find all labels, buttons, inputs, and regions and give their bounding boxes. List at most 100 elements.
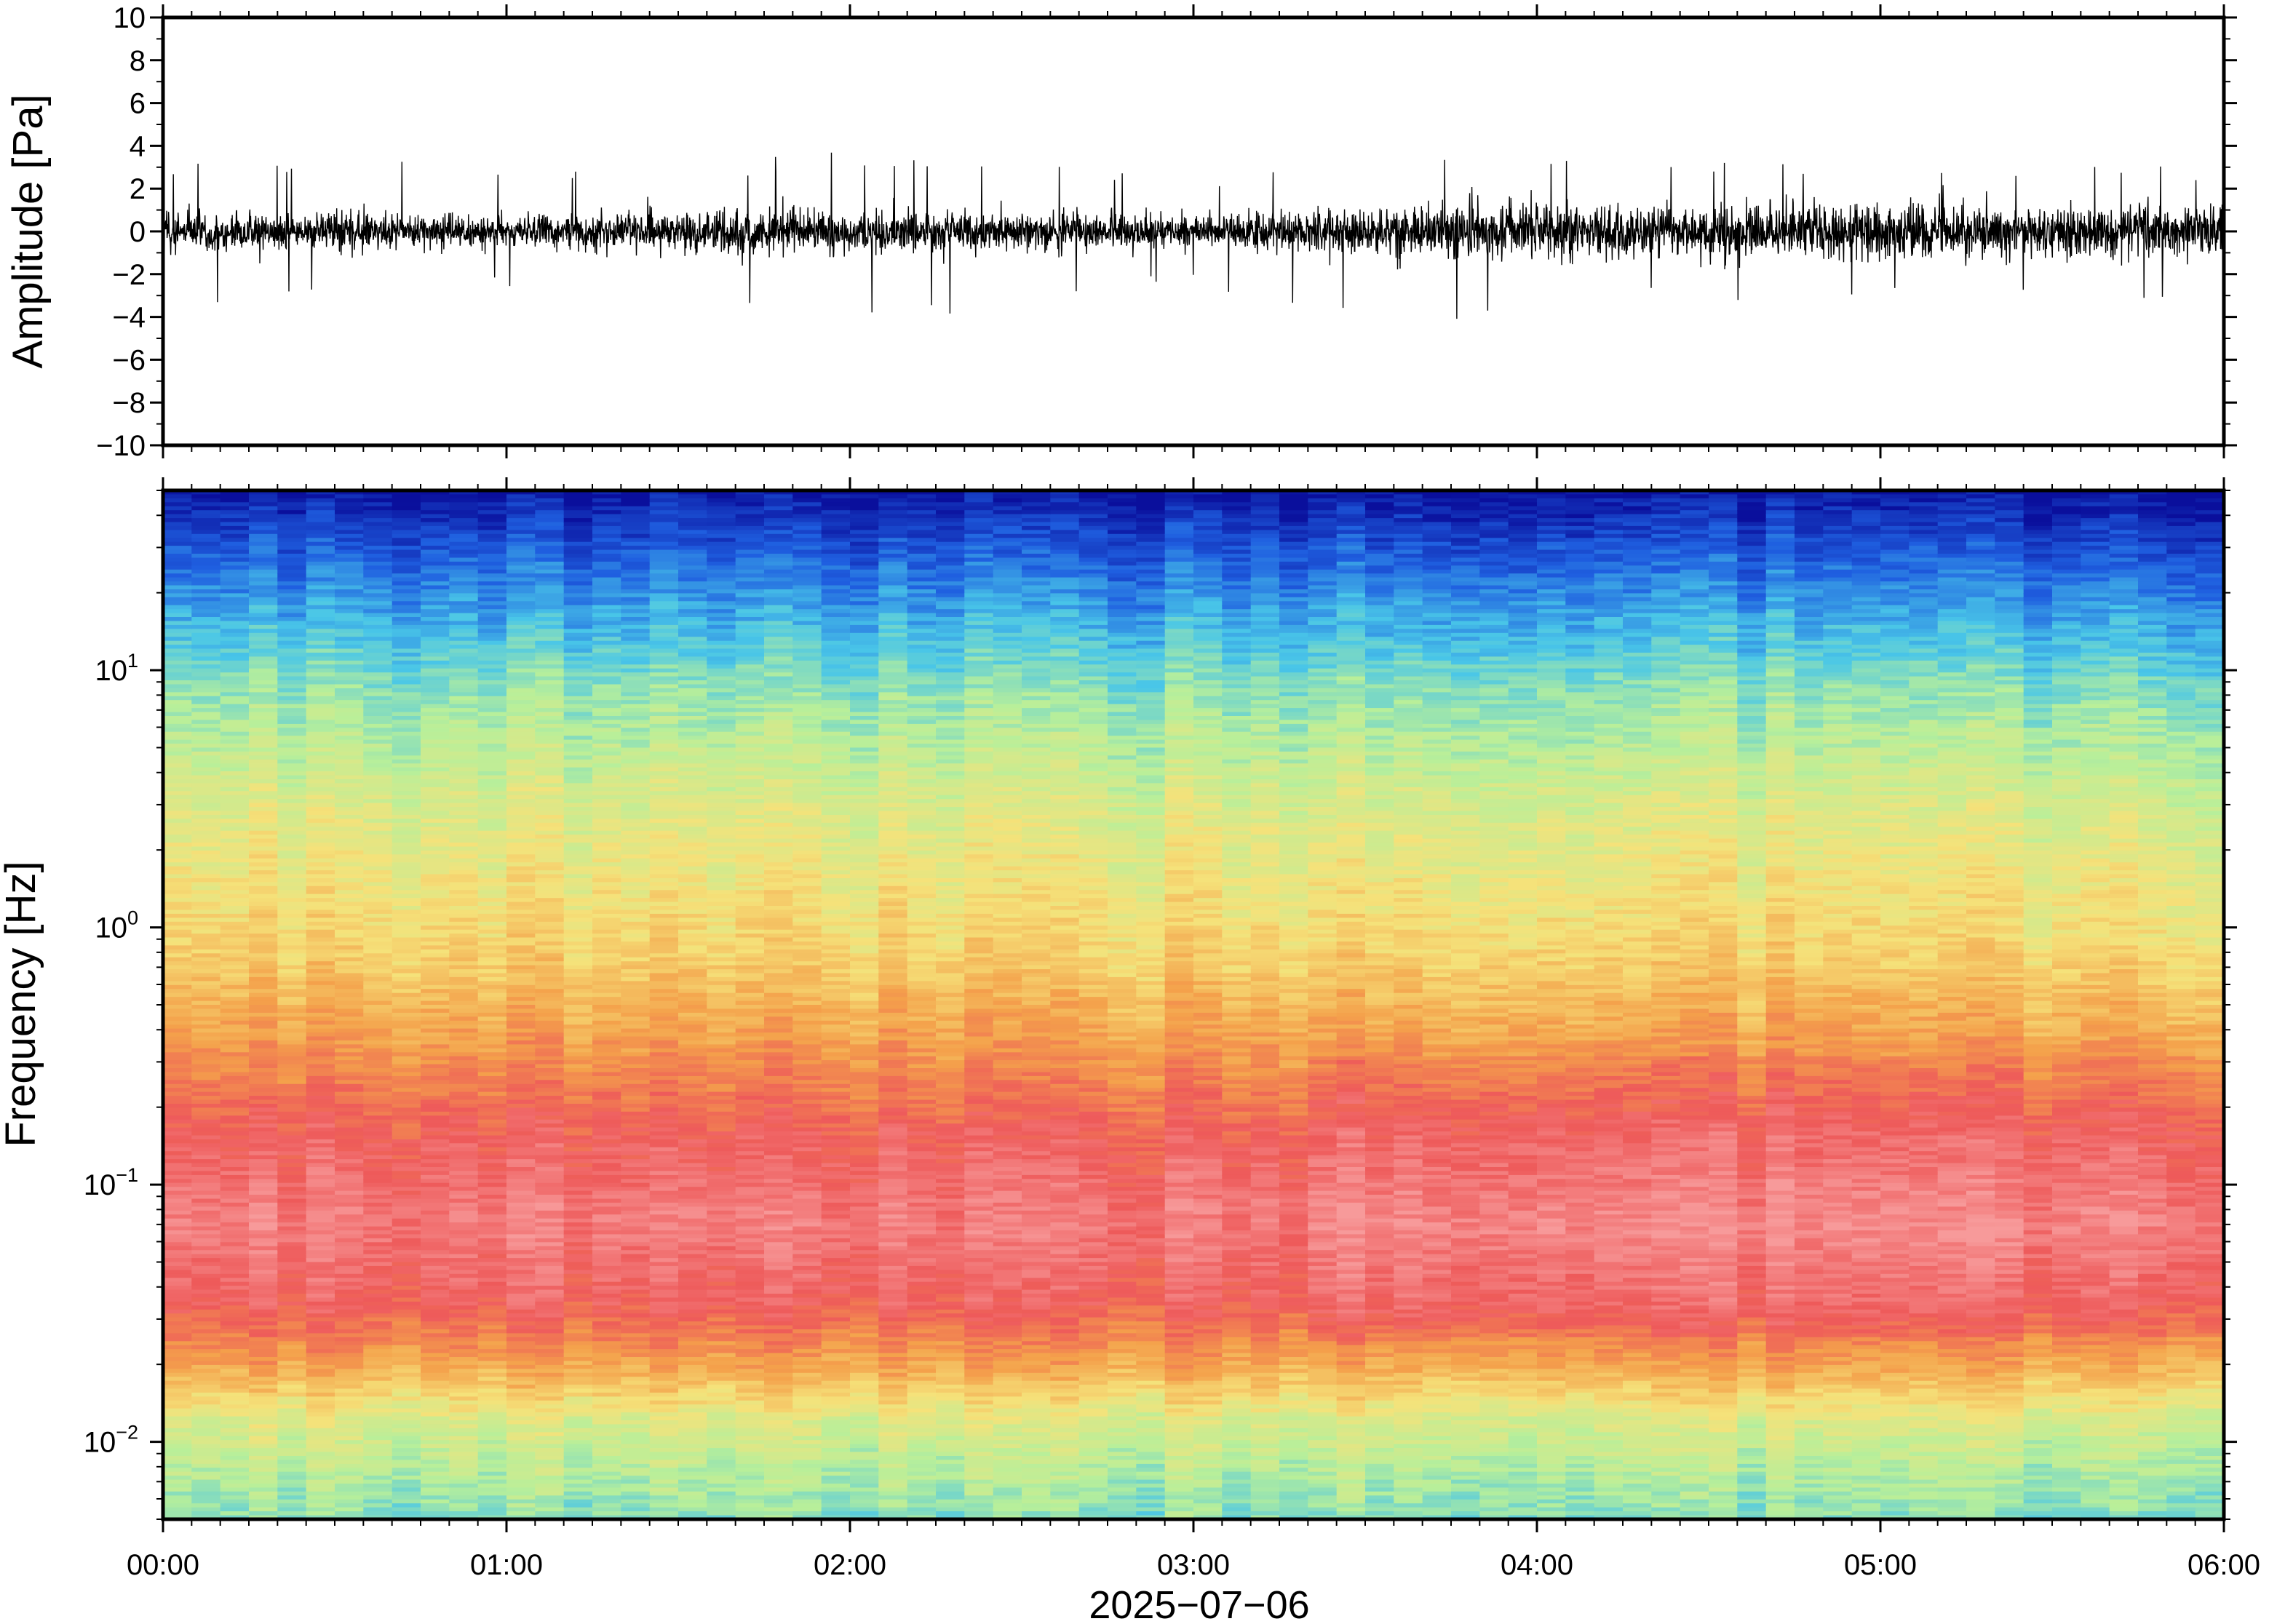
spectrogram-cell <box>249 835 278 839</box>
spectrogram-cell <box>650 938 679 942</box>
spectrogram-cell <box>535 502 564 506</box>
spectrogram-cell <box>449 1246 478 1251</box>
spectrogram-cell <box>592 629 621 633</box>
spectrogram-cell <box>306 862 335 867</box>
spectrogram-cell <box>163 494 192 498</box>
spectrogram-cell <box>392 854 421 859</box>
spectrogram-cell <box>163 989 192 993</box>
spectrogram-cell <box>277 740 306 744</box>
spectrogram-cell <box>277 1480 306 1484</box>
spectrogram-cell <box>650 1460 679 1464</box>
spectrogram-cell <box>392 605 421 610</box>
spectrogram-cell <box>564 1492 593 1496</box>
spectrogram-cell <box>392 1318 421 1322</box>
spectrogram-cell <box>191 1472 220 1476</box>
spectrogram-cell <box>592 783 621 787</box>
spectrogram-cell <box>621 977 650 982</box>
spectrogram-cell <box>392 732 421 736</box>
spectrogram-cell <box>191 1440 220 1444</box>
spectrogram-cell <box>650 514 679 519</box>
spectrogram-cell <box>421 578 450 582</box>
spectrogram-cell <box>478 783 507 787</box>
spectrogram-cell <box>621 1440 650 1444</box>
spectrogram-cell <box>363 886 392 891</box>
spectrogram-cell <box>506 1008 536 1013</box>
spectrogram-cell <box>392 875 421 879</box>
spectrogram-cell <box>392 1480 421 1484</box>
spectrogram-cell <box>306 514 335 519</box>
spectrogram-cell <box>535 1503 564 1508</box>
spectrogram-cell <box>191 1305 220 1310</box>
spectrogram-cell <box>277 1511 306 1516</box>
spectrogram-cell <box>392 938 421 942</box>
spectrogram-cell <box>191 1401 220 1405</box>
spectrogram-cell <box>335 1163 364 1168</box>
spectrogram-cell <box>621 875 650 879</box>
spectrogram-cell <box>650 1511 679 1516</box>
spectrogram-cell <box>592 1428 621 1433</box>
spectrogram-cell <box>191 958 220 962</box>
spectrogram-cell <box>564 656 593 661</box>
spectrogram-cell <box>335 1492 364 1496</box>
spectrogram-cell <box>363 1337 392 1342</box>
spectrogram-cell <box>421 791 450 795</box>
spectrogram-cell <box>564 862 593 867</box>
spectrogram-cell <box>506 1266 536 1270</box>
spectrogram-cell <box>421 771 450 776</box>
spectrogram-cell <box>163 926 192 930</box>
spectrogram-cell <box>564 720 593 724</box>
spectrogram-cell <box>392 958 421 962</box>
spectrogram-cell <box>306 1377 335 1381</box>
spectrogram-cell <box>335 760 364 764</box>
spectrogram-cell <box>249 938 278 942</box>
spectrogram-cell <box>335 597 364 602</box>
spectrogram-cell <box>506 997 536 1001</box>
spectrogram-cell <box>564 926 593 930</box>
spectrogram-cell <box>335 1246 364 1251</box>
spectrogram-cell <box>478 1286 507 1290</box>
spectrogram-cell <box>363 997 392 1001</box>
spectrogram-cell <box>277 1060 306 1064</box>
spectrogram-cell <box>392 700 421 704</box>
spectrogram-cell <box>277 835 306 839</box>
spectrogram-cell <box>392 1008 421 1013</box>
spectrogram-cell <box>277 597 306 602</box>
spectrogram-cell <box>506 708 536 712</box>
spectrogram-cell <box>335 771 364 776</box>
spectrogram-cell <box>650 1254 679 1259</box>
spectrogram-cell <box>592 534 621 538</box>
spectrogram-cell <box>592 1029 621 1033</box>
spectrogram-cell <box>392 835 421 839</box>
waveform-y-tick-label: 0 <box>130 216 146 248</box>
spectrogram-cell <box>191 1492 220 1496</box>
spectrogram-cell <box>535 1246 564 1251</box>
spectrogram-cell <box>392 1511 421 1516</box>
spectrogram-cell <box>220 502 250 506</box>
spectrogram-cell <box>392 1305 421 1310</box>
spectrogram-cell <box>335 700 364 704</box>
spectrogram-cell <box>564 617 593 621</box>
spectrogram-cell <box>506 886 536 891</box>
spectrogram-cell <box>535 843 564 847</box>
spectrogram-cell <box>249 1401 278 1405</box>
spectrogram-cell <box>592 1452 621 1457</box>
spectrogram-cell <box>335 680 364 685</box>
spectrogram-cell <box>335 534 364 538</box>
spectrogram-cell <box>506 1492 536 1496</box>
spectrogram-cell <box>363 1409 392 1413</box>
spectrogram-cell <box>478 1143 507 1147</box>
spectrogram-cell <box>535 578 564 582</box>
spectrogram-cell <box>392 894 421 899</box>
spectrogram-cell <box>478 605 507 610</box>
spectrogram-cell <box>335 989 364 993</box>
spectrogram-cell <box>678 617 707 621</box>
spectrogram-cell <box>592 1151 621 1155</box>
spectrogram-cell <box>220 1183 250 1187</box>
spectrogram-cell <box>306 1286 335 1290</box>
spectrogram-cell <box>363 1349 392 1353</box>
spectrogram-cell <box>506 1254 536 1259</box>
spectrogram-cell <box>249 514 278 519</box>
spectrogram-cell <box>564 1318 593 1322</box>
spectrogram-cell <box>678 862 707 867</box>
spectrogram-cell <box>220 1143 250 1147</box>
